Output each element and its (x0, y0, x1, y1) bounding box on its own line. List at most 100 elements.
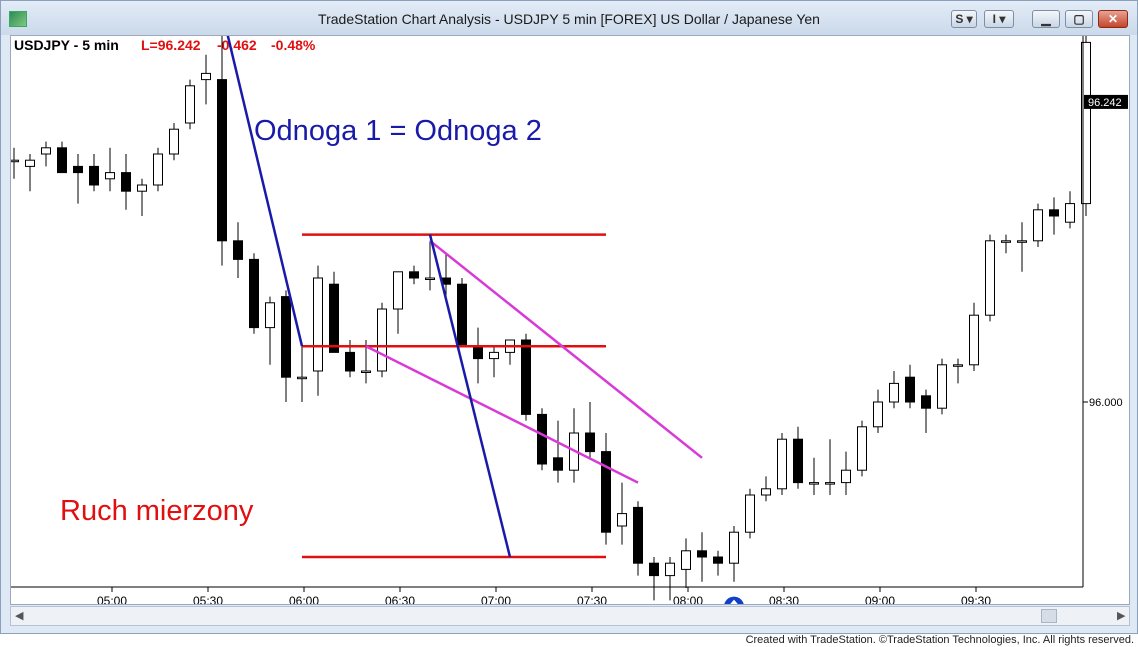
candle (41, 141, 51, 167)
candles-layer (9, 11, 1091, 601)
candle (329, 271, 339, 353)
candle-body (889, 382, 899, 403)
candle-body (617, 513, 627, 527)
minimize-button[interactable]: ▁ (1032, 10, 1060, 28)
candle-body (425, 277, 435, 280)
candle (921, 389, 931, 433)
minimize-icon: ▁ (1041, 12, 1051, 26)
candle (809, 457, 819, 495)
candle-body (41, 147, 51, 155)
candle (873, 389, 883, 433)
candle (473, 327, 483, 384)
maximize-button[interactable]: ▢ (1065, 10, 1093, 28)
candle-body (761, 488, 771, 496)
candle (409, 265, 419, 285)
close-button[interactable]: ✕ (1098, 10, 1128, 28)
chart-area[interactable]: USDJPY - 5 min L=96.242 -0.462 -0.48% 05… (9, 11, 1130, 617)
candle (1081, 30, 1091, 216)
candle (1033, 203, 1043, 247)
candle (425, 240, 435, 291)
candle (857, 420, 867, 477)
candle (393, 271, 403, 334)
candle (617, 482, 627, 545)
x-tick-label: 09:00 (865, 594, 895, 604)
candle (313, 265, 323, 396)
candle (489, 346, 499, 378)
candle (697, 532, 707, 582)
candle-body (153, 153, 163, 186)
candle-body (361, 370, 371, 373)
candle (585, 402, 595, 458)
candle-body (1033, 209, 1043, 242)
x-tick-label: 05:00 (97, 594, 127, 604)
candle-body (121, 172, 131, 192)
candle (601, 433, 611, 545)
candle (185, 79, 195, 130)
candle-body (409, 271, 419, 279)
candle (1001, 234, 1011, 254)
candle-body (777, 438, 787, 490)
candle-body (313, 277, 323, 372)
candle-body (73, 165, 83, 174)
candle-body (713, 556, 723, 564)
candle-body (969, 314, 979, 366)
x-tick-label: 08:30 (769, 594, 799, 604)
last-price-badge (1084, 94, 1128, 109)
candle (121, 154, 131, 210)
candle (889, 371, 899, 409)
candle-body (745, 494, 755, 533)
drawings-layer (220, 11, 744, 617)
candle (761, 476, 771, 502)
candle-body (937, 364, 947, 409)
candle (825, 439, 835, 495)
price-chart[interactable]: USDJPY - 5 min L=96.242 -0.462 -0.48% 05… (9, 11, 1129, 617)
candle-body (297, 376, 307, 380)
candle (521, 333, 531, 421)
candle (649, 557, 659, 601)
close-icon: ✕ (1107, 12, 1119, 26)
candle-body (89, 165, 99, 186)
candle-body (585, 432, 595, 453)
candle (681, 538, 691, 588)
y-tick-label: 96.000 (1089, 397, 1123, 409)
chevron-down-icon: ▾ (995, 12, 1006, 26)
candle-body (809, 482, 819, 485)
s-menu-button[interactable]: S ▾ (951, 10, 977, 28)
leg-line (220, 11, 304, 347)
copyright-footer: Created with TradeStation. ©TradeStation… (745, 634, 1134, 646)
scroll-thumb[interactable] (1041, 609, 1057, 623)
window-title: TradeStation Chart Analysis - USDJPY 5 m… (318, 11, 820, 27)
i-menu-label: I (992, 12, 996, 26)
candle (1017, 222, 1027, 272)
candle (793, 426, 803, 489)
candle (9, 147, 19, 179)
candle-body (185, 85, 195, 124)
candle-body (105, 172, 115, 180)
scroll-left-icon[interactable]: ◀ (15, 610, 24, 622)
candle (985, 234, 995, 322)
candle (553, 420, 563, 483)
x-tick-label: 07:00 (481, 594, 511, 604)
candle-body (201, 72, 211, 81)
i-menu-button[interactable]: I ▾ (984, 10, 1014, 28)
last-price-badge-label: 96.242 (1088, 97, 1122, 109)
scroll-right-icon[interactable]: ▶ (1117, 610, 1126, 622)
candle (633, 501, 643, 576)
candle (233, 222, 243, 278)
candle-body (841, 469, 851, 484)
candle-body (57, 147, 67, 174)
candle-body (601, 451, 611, 533)
pct-change-label: -0.48% (271, 37, 316, 53)
candle-body (985, 240, 995, 316)
candle-body (489, 351, 499, 360)
candle-body (393, 271, 403, 310)
candle-body (681, 550, 691, 570)
horizontal-scrollbar[interactable]: ◀ ▶ (10, 606, 1130, 626)
candle-body (1017, 240, 1027, 243)
x-tick-label: 08:00 (673, 594, 703, 604)
candle (953, 358, 963, 384)
channel-line (429, 239, 703, 459)
candle-body (137, 184, 147, 192)
candle (57, 141, 67, 174)
candle (937, 358, 947, 415)
